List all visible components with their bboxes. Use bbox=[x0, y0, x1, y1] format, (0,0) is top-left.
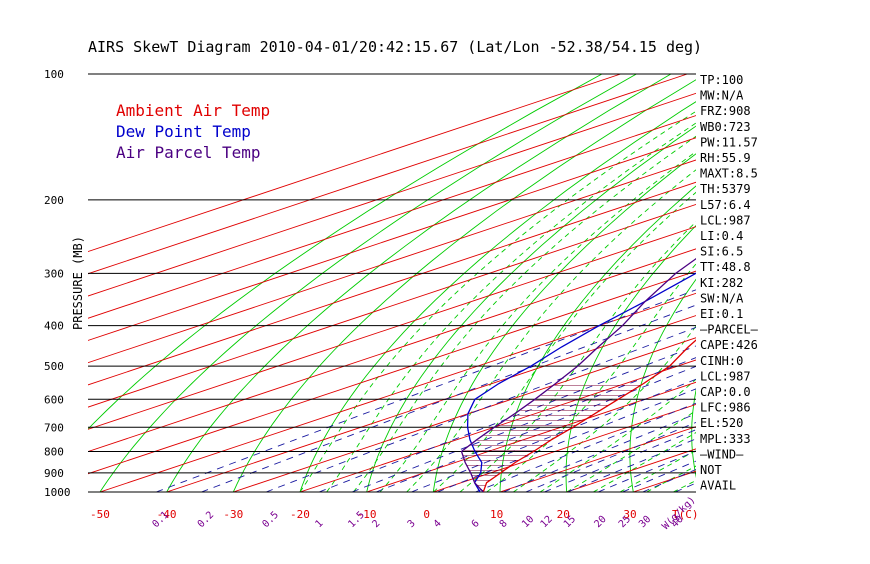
dry-adiabat bbox=[752, 74, 870, 492]
bottom-temp-tick-label: -20 bbox=[290, 508, 310, 521]
bottom-temp-tick-label: -30 bbox=[223, 508, 243, 521]
stat-item: SW:N/A bbox=[700, 291, 744, 305]
dry-adiabat bbox=[810, 74, 870, 492]
stat-item: MW:N/A bbox=[700, 89, 744, 103]
stat-item: TT:48.8 bbox=[700, 260, 751, 274]
mixing-ratio-tick-label: 12 bbox=[539, 514, 555, 530]
mixing-ratio-tick-label: 2 bbox=[370, 518, 382, 530]
bottom-temp-tick-label: -50 bbox=[90, 508, 110, 521]
mixing-ratio-tick-label: 1 bbox=[313, 518, 325, 530]
mixing-ratio-tick-label: 6 bbox=[470, 518, 482, 530]
mixing-ratio-line bbox=[526, 74, 870, 492]
bottom-temp-tick-label: 0 bbox=[423, 508, 430, 521]
stat-item: KI:282 bbox=[700, 276, 743, 290]
mixing-ratio-tick-label: 0.2 bbox=[196, 510, 217, 531]
stat-item: MPL:333 bbox=[700, 432, 751, 446]
stat-item: LCL:987 bbox=[700, 213, 751, 227]
dry-adiabat bbox=[866, 74, 870, 492]
stat-item: LFC:986 bbox=[700, 401, 751, 415]
stat-item: CINH:0 bbox=[700, 354, 743, 368]
stat-item: LI:0.4 bbox=[700, 229, 743, 243]
mixing-ratio-tick-label: 10 bbox=[520, 514, 536, 530]
stat-item: LCL:987 bbox=[700, 369, 751, 383]
legend-entry: Air Parcel Temp bbox=[116, 143, 261, 162]
legend-entry: Ambient Air Temp bbox=[116, 101, 270, 120]
stat-item: TH:5379 bbox=[700, 182, 751, 196]
dry-adiabat bbox=[233, 74, 705, 492]
stat-item: L57:6.4 bbox=[700, 198, 751, 212]
stat-item: —PARCEL— bbox=[700, 323, 759, 337]
mixing-ratio-tick-label: 8 bbox=[498, 518, 510, 530]
isotherm bbox=[0, 74, 754, 492]
y-axis-label: PRESSURE (MB) bbox=[71, 236, 85, 330]
pressure-tick-label: 300 bbox=[44, 267, 64, 280]
isotherm bbox=[0, 74, 687, 492]
pressure-tick-label: 1000 bbox=[44, 486, 71, 499]
stat-item: —WIND— bbox=[700, 447, 744, 461]
isotherm bbox=[367, 74, 870, 492]
pressure-tick-label: 800 bbox=[44, 445, 64, 458]
stat-item: EI:0.1 bbox=[700, 307, 743, 321]
legend: Ambient Air Temp Dew Point Temp Air Parcel… bbox=[116, 101, 270, 162]
mixing-ratio-tick-label: 3 bbox=[406, 518, 418, 530]
pressure-tick-label: 900 bbox=[44, 467, 64, 480]
stat-item: NOT bbox=[700, 463, 722, 477]
mixing-ratio-tick-label: 30 bbox=[637, 514, 653, 530]
stat-item: FRZ:908 bbox=[700, 104, 751, 118]
pressure-tick-label: 700 bbox=[44, 421, 64, 434]
pressure-tick-label: 600 bbox=[44, 393, 64, 406]
moist-adiabat bbox=[407, 74, 831, 492]
pressure-tick-label: 400 bbox=[44, 320, 64, 333]
chart-title: AIRS SkewT Diagram 2010-04-01/20:42:15.6… bbox=[88, 38, 702, 56]
stat-item: SI:6.5 bbox=[700, 245, 743, 259]
stat-item: RH:55.9 bbox=[700, 151, 751, 165]
stat-item: WB0:723 bbox=[700, 120, 751, 134]
pressure-tick-label: 200 bbox=[44, 194, 64, 207]
legend-entry: Dew Point Temp bbox=[116, 122, 251, 141]
mixing-ratio-tick-label: 4 bbox=[432, 518, 444, 530]
stat-item: TP:100 bbox=[700, 73, 743, 87]
pressure-tick-label: 100 bbox=[44, 68, 64, 81]
mixing-ratio-tick-label: 0.5 bbox=[260, 510, 281, 531]
mixing-ratio-tick-label: 20 bbox=[592, 514, 608, 530]
stat-item: AVAIL bbox=[700, 479, 736, 493]
isotherm bbox=[767, 74, 870, 492]
stat-item: CAP:0.0 bbox=[700, 385, 751, 399]
stat-item: MAXT:8.5 bbox=[700, 167, 758, 181]
stat-item: PW:11.57 bbox=[700, 135, 758, 149]
pressure-tick-label: 500 bbox=[44, 360, 64, 373]
isotherm bbox=[300, 74, 870, 492]
stat-item: EL:520 bbox=[700, 416, 743, 430]
stat-item: CAPE:426 bbox=[700, 338, 758, 352]
